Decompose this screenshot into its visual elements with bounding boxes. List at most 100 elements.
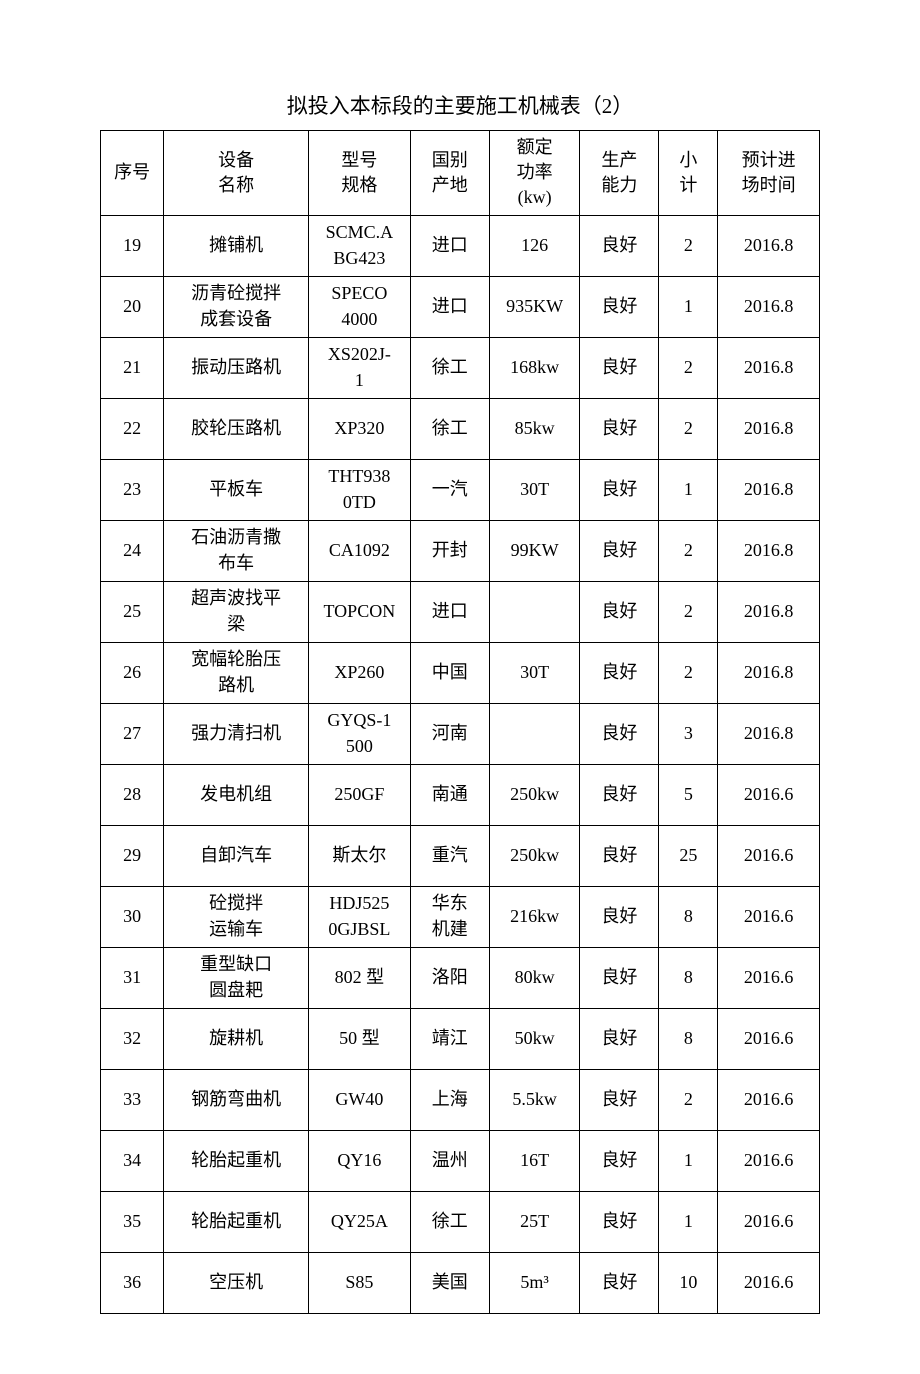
- table-cell: 50kw: [489, 1008, 579, 1069]
- table-cell: 32: [101, 1008, 164, 1069]
- table-row: 26宽幅轮胎压路机XP260中国30T良好22016.8: [101, 642, 820, 703]
- table-cell: 2016.6: [718, 1191, 820, 1252]
- table-cell: 1: [659, 276, 718, 337]
- table-cell: 徐工: [410, 337, 489, 398]
- header-row: 序号设备名称型号规格国别产地额定功率(kw)生产能力小计预计进场时间: [101, 131, 820, 216]
- table-cell: 8: [659, 886, 718, 947]
- table-cell: 进口: [410, 276, 489, 337]
- table-row: 29自卸汽车斯太尔重汽250kw良好252016.6: [101, 825, 820, 886]
- table-cell: 良好: [580, 886, 659, 947]
- table-cell: 华东机建: [410, 886, 489, 947]
- table-cell: 25: [101, 581, 164, 642]
- header-cell-0: 序号: [101, 131, 164, 216]
- table-cell: 良好: [580, 703, 659, 764]
- table-cell: 35: [101, 1191, 164, 1252]
- table-cell: 徐工: [410, 1191, 489, 1252]
- table-row: 27强力清扫机GYQS-1500河南良好32016.8: [101, 703, 820, 764]
- table-cell: 2016.6: [718, 764, 820, 825]
- table-cell: 2: [659, 215, 718, 276]
- table-cell: 良好: [580, 459, 659, 520]
- table-cell: 良好: [580, 1069, 659, 1130]
- table-cell: 935KW: [489, 276, 579, 337]
- table-cell: 3: [659, 703, 718, 764]
- table-cell: 2: [659, 1069, 718, 1130]
- table-cell: 2016.8: [718, 337, 820, 398]
- table-cell: 28: [101, 764, 164, 825]
- table-cell: 良好: [580, 215, 659, 276]
- table-cell: 摊铺机: [164, 215, 309, 276]
- table-cell: 一汽: [410, 459, 489, 520]
- table-cell: 2: [659, 642, 718, 703]
- table-cell: 发电机组: [164, 764, 309, 825]
- table-cell: 27: [101, 703, 164, 764]
- table-cell: 振动压路机: [164, 337, 309, 398]
- table-cell: 1: [659, 1191, 718, 1252]
- table-cell: 2016.8: [718, 581, 820, 642]
- table-row: 30砼搅拌运输车HDJ5250GJBSL华东机建216kw良好82016.6: [101, 886, 820, 947]
- table-head: 序号设备名称型号规格国别产地额定功率(kw)生产能力小计预计进场时间: [101, 131, 820, 216]
- table-cell: 旋耕机: [164, 1008, 309, 1069]
- table-cell: GW40: [309, 1069, 411, 1130]
- table-cell: 轮胎起重机: [164, 1191, 309, 1252]
- table-cell: 良好: [580, 398, 659, 459]
- table-cell: TOPCON: [309, 581, 411, 642]
- header-cell-3: 国别产地: [410, 131, 489, 216]
- table-cell: 2016.6: [718, 1130, 820, 1191]
- table-cell: 50 型: [309, 1008, 411, 1069]
- table-cell: 美国: [410, 1252, 489, 1313]
- table-cell: 5.5kw: [489, 1069, 579, 1130]
- table-cell: 轮胎起重机: [164, 1130, 309, 1191]
- table-cell: 中国: [410, 642, 489, 703]
- table-cell: 802 型: [309, 947, 411, 1008]
- table-row: 22胶轮压路机XP320徐工85kw良好22016.8: [101, 398, 820, 459]
- table-cell: 33: [101, 1069, 164, 1130]
- table-cell: 216kw: [489, 886, 579, 947]
- table-cell: 石油沥青撒布车: [164, 520, 309, 581]
- table-cell: 126: [489, 215, 579, 276]
- table-cell: 良好: [580, 520, 659, 581]
- table-cell: 2016.6: [718, 1069, 820, 1130]
- table-cell: 1: [659, 459, 718, 520]
- table-cell: 良好: [580, 1008, 659, 1069]
- table-cell: 85kw: [489, 398, 579, 459]
- table-cell: 2016.6: [718, 886, 820, 947]
- table-cell: 良好: [580, 581, 659, 642]
- table-cell: 21: [101, 337, 164, 398]
- table-cell: 重型缺口圆盘耙: [164, 947, 309, 1008]
- table-cell: 10: [659, 1252, 718, 1313]
- table-cell: 空压机: [164, 1252, 309, 1313]
- table-cell: 良好: [580, 642, 659, 703]
- table-cell: 2016.6: [718, 1008, 820, 1069]
- table-cell: 斯太尔: [309, 825, 411, 886]
- table-cell: 胶轮压路机: [164, 398, 309, 459]
- table-cell: 2016.8: [718, 276, 820, 337]
- table-cell: 19: [101, 215, 164, 276]
- table-cell: 250GF: [309, 764, 411, 825]
- table-row: 20沥青砼搅拌成套设备SPECO4000进口935KW良好12016.8: [101, 276, 820, 337]
- table-cell: 25: [659, 825, 718, 886]
- document-page: 拟投入本标段的主要施工机械表（2） 序号设备名称型号规格国别产地额定功率(kw)…: [0, 0, 920, 1374]
- table-cell: 上海: [410, 1069, 489, 1130]
- table-row: 19摊铺机SCMC.ABG423进口126良好22016.8: [101, 215, 820, 276]
- table-cell: 良好: [580, 764, 659, 825]
- table-cell: 2: [659, 398, 718, 459]
- table-cell: 1: [659, 1130, 718, 1191]
- table-row: 35轮胎起重机QY25A徐工25T良好12016.6: [101, 1191, 820, 1252]
- table-cell: 30T: [489, 459, 579, 520]
- table-cell: 8: [659, 947, 718, 1008]
- header-cell-4: 额定功率(kw): [489, 131, 579, 216]
- table-title: 拟投入本标段的主要施工机械表（2）: [100, 90, 820, 120]
- table-cell: XS202J-1: [309, 337, 411, 398]
- table-row: 21振动压路机XS202J-1徐工168kw良好22016.8: [101, 337, 820, 398]
- table-cell: 30: [101, 886, 164, 947]
- table-cell: [489, 703, 579, 764]
- table-cell: 沥青砼搅拌成套设备: [164, 276, 309, 337]
- table-cell: 钢筋弯曲机: [164, 1069, 309, 1130]
- table-cell: SPECO4000: [309, 276, 411, 337]
- table-cell: 2016.8: [718, 459, 820, 520]
- table-row: 28发电机组250GF南通250kw良好52016.6: [101, 764, 820, 825]
- table-cell: THT9380TD: [309, 459, 411, 520]
- equipment-table: 序号设备名称型号规格国别产地额定功率(kw)生产能力小计预计进场时间 19摊铺机…: [100, 130, 820, 1314]
- table-cell: 温州: [410, 1130, 489, 1191]
- table-cell: 良好: [580, 947, 659, 1008]
